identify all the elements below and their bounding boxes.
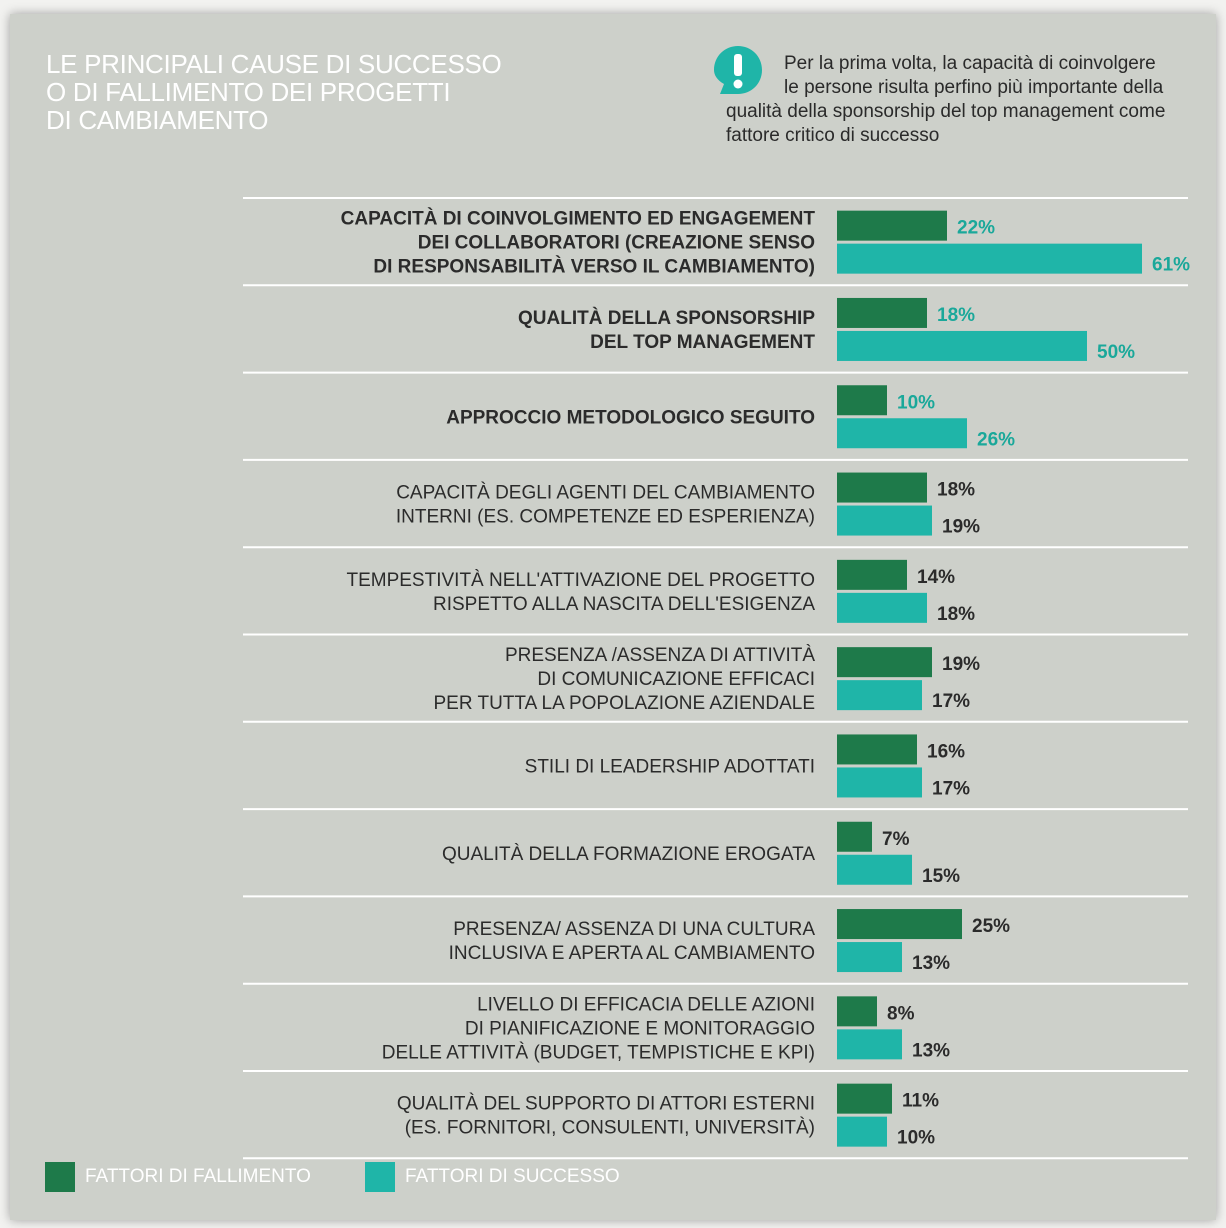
category-label: QUALITÀ DELLA FORMAZIONE EROGATA (442, 844, 815, 865)
category-label: DI COMUNICAZIONE EFFICACI (537, 669, 815, 690)
data-label-success: 13% (912, 1040, 950, 1061)
data-label-failure: 11% (902, 1091, 939, 1112)
bar-success (837, 767, 922, 798)
data-label-success: 17% (932, 778, 970, 799)
data-label-failure: 18% (937, 305, 975, 326)
data-label-failure: 25% (972, 916, 1010, 937)
bar-success (837, 505, 932, 536)
legend-swatch-failure (45, 1162, 75, 1192)
callout-note: Per la prima volta, la capacità di coinv… (726, 52, 1196, 148)
data-label-failure: 7% (882, 829, 910, 850)
chart-title-line: O DI FALLIMENTO DEI PROGETTI (46, 77, 451, 107)
bar-success (837, 330, 1087, 361)
category-label: DI RESPONSABILITÀ VERSO IL CAMBIAMENTO) (373, 256, 815, 278)
bar-success (837, 592, 927, 623)
data-label-failure: 14% (917, 567, 955, 588)
category-label: DEI COLLABORATORI (CREAZIONE SENSO (418, 233, 815, 254)
category-label: PRESENZA /ASSENZA DI ATTIVITÀ (505, 645, 815, 666)
category-label: QUALITÀ DELLA SPONSORSHIP (518, 307, 815, 329)
category-label: APPROCCIO METODOLOGICO SEGUITO (446, 407, 815, 428)
category-label: DI PIANIFICAZIONE E MONITORAGGIO (465, 1018, 815, 1039)
data-label-success: 61% (1152, 255, 1190, 276)
chart-title-line: DI CAMBIAMENTO (46, 105, 269, 135)
bar-success (837, 942, 902, 973)
bar-failure (837, 559, 907, 590)
bar-failure (837, 996, 877, 1027)
bar-success (837, 854, 912, 885)
category-label: CAPACITÀ DI COINVOLGIMENTO ED ENGAGEMENT (341, 208, 816, 230)
data-label-success: 50% (1097, 342, 1135, 363)
legend-swatch-success (365, 1162, 395, 1192)
data-label-success: 18% (937, 604, 975, 625)
bar-success (837, 418, 967, 449)
callout-note-line: Per la prima volta, la capacità di coinv… (784, 53, 1156, 74)
bar-failure (837, 1083, 892, 1114)
data-label-success: 26% (977, 429, 1015, 450)
horizontal-bar-chart: CAPACITÀ DI COINVOLGIMENTO ED ENGAGEMENT… (243, 197, 1190, 1160)
data-label-failure: 22% (957, 218, 995, 239)
category-label: DEL TOP MANAGEMENT (590, 332, 815, 353)
category-label: LIVELLO DI EFFICACIA DELLE AZIONI (477, 994, 815, 1015)
infographic-panel (10, 14, 1216, 1220)
bar-failure (837, 734, 917, 765)
category-label: RISPETTO ALLA NASCITA DELL'ESIGENZA (433, 594, 815, 615)
category-label: PRESENZA/ ASSENZA DI UNA CULTURA (453, 919, 815, 940)
category-label: DELLE ATTIVITÀ (BUDGET, TEMPISTICHE E KP… (382, 1042, 815, 1063)
callout-note-line: fattore critico di successo (726, 125, 940, 146)
bar-failure (837, 647, 932, 678)
bar-failure (837, 385, 887, 416)
bar-success (837, 680, 922, 711)
data-label-failure: 16% (927, 741, 965, 762)
legend-label-success: FATTORI DI SUCCESSO (405, 1166, 620, 1187)
data-label-failure: 8% (887, 1003, 915, 1024)
category-label: INCLUSIVA E APERTA AL CAMBIAMENTO (449, 943, 815, 964)
chart-title: LE PRINCIPALI CAUSE DI SUCCESSO O DI FAL… (46, 50, 566, 134)
category-label: STILI DI LEADERSHIP ADOTTATI (525, 756, 815, 777)
bar-success (837, 1116, 887, 1147)
category-label: CAPACITÀ DEGLI AGENTI DEL CAMBIAMENTO (396, 483, 815, 504)
data-label-success: 19% (942, 517, 980, 538)
category-label: INTERNI (ES. COMPETENZE ED ESPERIENZA) (396, 507, 815, 528)
bar-success (837, 1029, 902, 1060)
data-label-success: 13% (912, 953, 950, 974)
callout-note-line: le persone risulta perfino più important… (784, 77, 1164, 98)
data-label-failure: 19% (942, 654, 980, 675)
category-label: (ES. FORNITORI, CONSULENTI, UNIVERSITÀ) (405, 1118, 815, 1139)
data-label-success: 17% (932, 691, 970, 712)
bar-failure (837, 472, 927, 503)
exclamation-icon (714, 46, 762, 94)
bar-success (837, 243, 1142, 274)
legend-label-failure: FATTORI DI FALLIMENTO (85, 1166, 311, 1187)
callout-note-line: qualità della sponsorship del top manage… (726, 101, 1166, 122)
data-label-failure: 10% (897, 392, 935, 413)
bar-failure (837, 909, 962, 940)
category-label: PER TUTTA LA POPOLAZIONE AZIENDALE (433, 693, 815, 714)
category-label: QUALITÀ DEL SUPPORTO DI ATTORI ESTERNI (397, 1094, 815, 1115)
category-label: TEMPESTIVITÀ NELL'ATTIVAZIONE DEL PROGET… (346, 570, 815, 591)
bar-failure (837, 821, 872, 852)
bar-failure (837, 210, 947, 241)
bar-failure (837, 297, 927, 328)
data-label-failure: 18% (937, 480, 975, 501)
data-label-success: 10% (897, 1128, 935, 1149)
chart-title-line: LE PRINCIPALI CAUSE DI SUCCESSO (46, 49, 502, 79)
data-label-success: 15% (922, 866, 960, 887)
